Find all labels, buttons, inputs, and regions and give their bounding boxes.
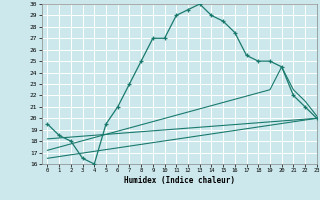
X-axis label: Humidex (Indice chaleur): Humidex (Indice chaleur) bbox=[124, 176, 235, 185]
